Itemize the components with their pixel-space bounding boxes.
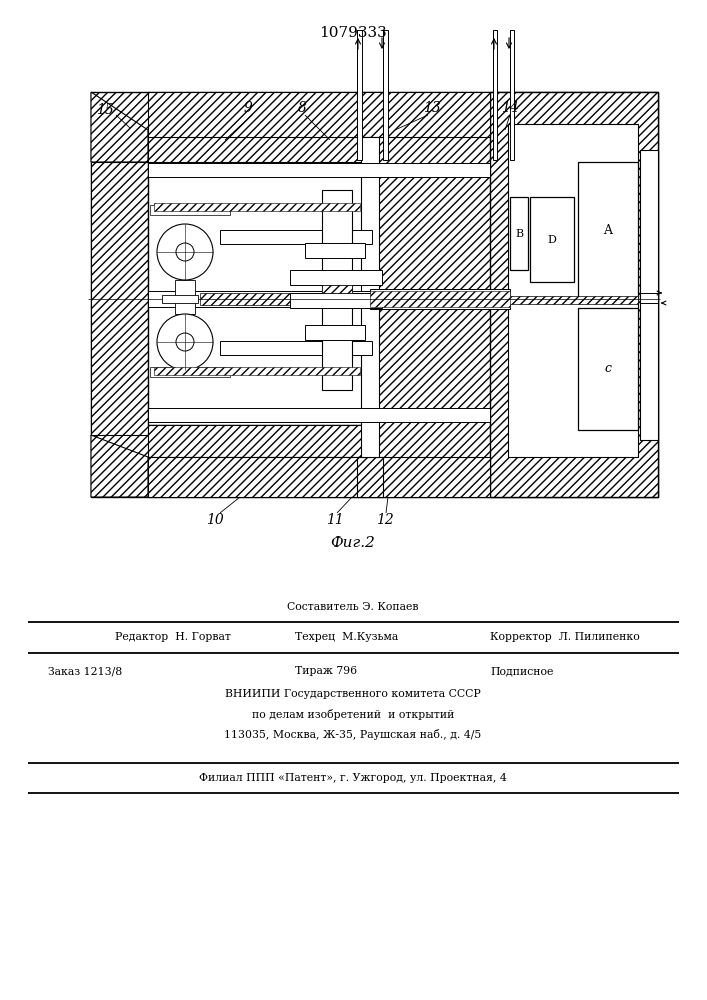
Text: 13: 13 — [423, 101, 441, 115]
Text: Заказ 1213/8: Заказ 1213/8 — [48, 666, 122, 676]
Circle shape — [157, 224, 213, 280]
Bar — [154, 203, 360, 211]
Bar — [305, 243, 365, 258]
Circle shape — [176, 243, 194, 261]
Bar — [510, 197, 528, 270]
Text: A: A — [604, 225, 612, 237]
Text: 11: 11 — [326, 513, 344, 527]
Bar — [148, 163, 490, 177]
Bar — [357, 457, 383, 497]
Bar — [220, 341, 372, 355]
Bar — [91, 162, 148, 435]
Bar — [220, 230, 372, 244]
Bar — [493, 30, 497, 160]
Bar — [383, 30, 388, 160]
Text: Техрец  М.Кузьма: Техрец М.Кузьма — [295, 632, 398, 642]
Bar — [175, 280, 195, 314]
Bar — [148, 408, 490, 422]
Bar — [91, 92, 658, 497]
Bar — [578, 308, 638, 430]
Bar — [578, 162, 638, 300]
Text: c: c — [604, 362, 612, 375]
Bar — [150, 367, 230, 377]
Text: Тираж 796: Тираж 796 — [295, 666, 357, 676]
Bar — [640, 150, 658, 440]
Bar — [322, 285, 352, 293]
Bar — [200, 293, 460, 305]
Bar — [510, 30, 514, 160]
Text: Корректор  Л. Пилипенко: Корректор Л. Пилипенко — [490, 632, 640, 642]
Text: 113035, Москва, Ж-35, Раушская наб., д. 4/5: 113035, Москва, Ж-35, Раушская наб., д. … — [224, 730, 481, 740]
Circle shape — [157, 314, 213, 370]
Polygon shape — [91, 92, 148, 162]
Text: 1079333: 1079333 — [319, 26, 387, 40]
Bar — [508, 296, 638, 304]
Bar — [370, 291, 510, 307]
Text: 12: 12 — [376, 513, 394, 527]
Bar — [305, 325, 365, 340]
Text: B: B — [515, 229, 523, 239]
Text: Редактор  Н. Горват: Редактор Н. Горват — [115, 632, 231, 642]
Bar — [290, 270, 382, 285]
Bar — [148, 92, 490, 137]
Text: Подписное: Подписное — [490, 666, 554, 676]
Text: Составитель Э. Копаев: Составитель Э. Копаев — [287, 602, 419, 612]
Bar — [148, 162, 370, 425]
Bar — [357, 30, 362, 160]
Text: Фиг.2: Фиг.2 — [331, 536, 375, 550]
Bar — [148, 130, 370, 162]
Bar — [290, 293, 382, 308]
Bar — [370, 289, 510, 309]
Bar — [322, 190, 352, 390]
Text: D: D — [547, 235, 556, 245]
Circle shape — [176, 333, 194, 351]
Bar — [150, 205, 230, 215]
Text: ВНИИПИ Государственного комитета СССР: ВНИИПИ Государственного комитета СССР — [225, 689, 481, 699]
Bar — [490, 92, 658, 497]
Text: 9: 9 — [244, 101, 252, 115]
Text: 8: 8 — [298, 101, 306, 115]
Bar — [361, 137, 379, 457]
Bar — [530, 197, 574, 282]
Text: Филиал ППП «Патент», г. Ужгород, ул. Проектная, 4: Филиал ППП «Патент», г. Ужгород, ул. Про… — [199, 773, 507, 783]
Bar — [148, 425, 370, 457]
Text: 14: 14 — [501, 101, 519, 115]
Bar — [162, 295, 198, 303]
Text: по делам изобретений  и открытий: по делам изобретений и открытий — [252, 708, 454, 720]
Text: 10: 10 — [206, 513, 224, 527]
Bar — [148, 457, 490, 497]
Bar — [148, 291, 508, 307]
Bar — [508, 124, 638, 457]
Text: 15: 15 — [96, 103, 114, 117]
Bar — [154, 367, 360, 375]
Bar — [357, 92, 383, 137]
Polygon shape — [91, 435, 148, 497]
